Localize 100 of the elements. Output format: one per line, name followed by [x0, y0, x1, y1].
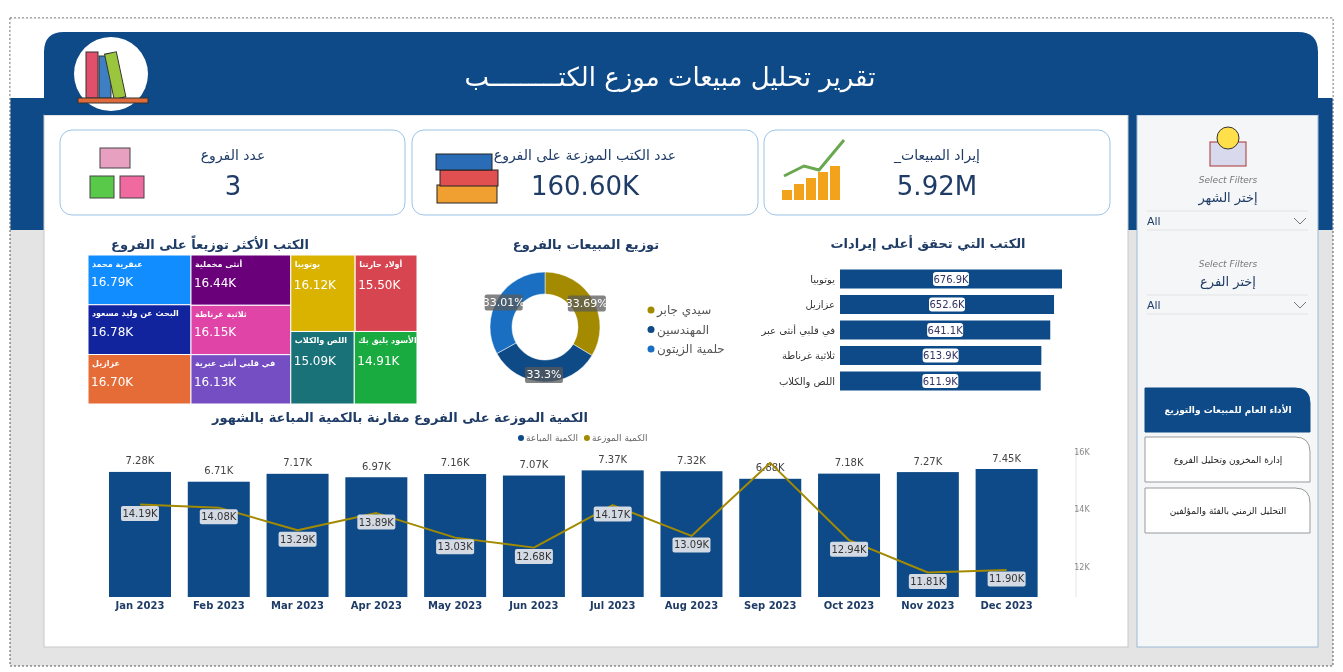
category-label: عزازيل: [92, 359, 120, 368]
text: إدارة المخزون وتحليل الفروع: [1173, 454, 1283, 466]
text: 3: [224, 171, 242, 201]
chart-title: الكتب التي تحقق أعلى إيرادات: [830, 234, 1026, 251]
data-label: 33.3%: [526, 368, 562, 382]
data-label: 7.07K: [519, 459, 549, 471]
text: Select Filters: [1198, 175, 1258, 185]
text: التحليل الزمني بالفئة والمؤلفين: [1169, 505, 1287, 516]
data-label: 7.17K: [283, 457, 313, 469]
y2-tick-label: 12K: [1074, 562, 1091, 572]
bar: [108, 471, 171, 597]
x-tick-label: Jul 2023: [588, 599, 636, 611]
data-label: 14.08K: [201, 511, 237, 523]
text: إختر الفرع: [1200, 273, 1256, 290]
text: الكتب الأكثر توزيعاً على الفروع: [111, 234, 309, 252]
data-label: 14.19K: [122, 508, 159, 520]
y-tick-label: في قلبي أنثى عبر: [760, 323, 836, 337]
data-label: 13.29K: [279, 533, 316, 545]
text: تقرير تحليل مبيعات موزع الكتـــــــــب: [464, 62, 876, 93]
data-label: 12.94K: [831, 543, 868, 555]
data-label: 641.1K: [927, 324, 964, 336]
data-label: 6.71K: [204, 465, 234, 477]
data-label: 11.90K: [989, 573, 1025, 585]
category-label: ثلاثية غرناطة: [194, 309, 247, 319]
bar: [660, 471, 723, 597]
x-tick-label: Oct 2023: [823, 599, 875, 611]
legend-label: الكمية المباعة: [526, 433, 578, 443]
y-tick-label: يوتوبيا: [810, 273, 836, 285]
chart-title: الكمية الموزعة على الفروع مقارنة بالكمية المباعة بالشهور: [211, 409, 588, 425]
bar: [818, 473, 881, 597]
data-label: 613.9K: [923, 350, 959, 361]
x-tick-label: Aug 2023: [664, 599, 719, 611]
data-label: 7.45K: [992, 452, 1022, 464]
bar: [424, 473, 487, 597]
data-label: 7.27K: [913, 455, 943, 467]
text: إيراد المبيعات_: [893, 147, 981, 164]
bar: [581, 470, 644, 597]
data-label: 6.97K: [361, 460, 392, 472]
data-label: 16.15K: [193, 325, 238, 340]
text: عدد الكتب الموزعة على الفروع: [493, 147, 677, 164]
category-label: أولاد حارتنا: [359, 258, 403, 269]
bar: [975, 469, 1038, 597]
bar: [266, 473, 329, 597]
data-label: 12.68K: [516, 551, 552, 563]
x-tick-label: Feb 2023: [192, 599, 245, 611]
legend-label: سيدي جابر: [656, 303, 712, 318]
chart-title: توزيع المبيعات بالفروع: [512, 236, 660, 252]
data-label: 11.81K: [910, 575, 946, 587]
data-label: 33.69%: [565, 296, 608, 310]
x-tick-label: May 2023: [428, 599, 483, 611]
category-label: عبقرية محمد: [92, 259, 143, 269]
data-label: 14.91K: [357, 354, 401, 369]
legend-label: حلمية الزيتون: [657, 342, 725, 357]
bar: [345, 477, 408, 597]
category-label: البحث عن وليد مسعود: [92, 309, 180, 319]
x-tick-label: Dec 2023: [980, 599, 1033, 611]
y2-tick-label: 16K: [1074, 448, 1091, 458]
x-tick-label: Jun 2023: [508, 599, 559, 611]
category-label: اللص والكلاب: [294, 335, 348, 346]
x-tick-label: Jan 2023: [114, 599, 165, 611]
text: Select Filters: [1198, 259, 1258, 269]
data-label: 16.78K: [91, 325, 135, 340]
data-label: 7.37K: [598, 453, 628, 465]
y-tick-label: اللص والكلاب: [778, 375, 835, 388]
data-label: 16.44K: [193, 275, 238, 290]
data-label: 16.12K: [293, 278, 338, 292]
x-tick-label: Mar 2023: [271, 599, 325, 611]
data-label: 13.89K: [358, 516, 395, 528]
data-label: 13.09K: [673, 539, 710, 551]
text: 5.92M: [896, 171, 978, 201]
text: الأداء العام للمبيعات والتوزيع: [1164, 404, 1292, 416]
category-label: في قلبي أنثى عبرية: [194, 358, 276, 369]
legend-label: المهندسين: [657, 322, 710, 338]
data-label: 7.18K: [834, 457, 864, 469]
data-label: 7.32K: [677, 454, 707, 466]
data-label: 652.6K: [929, 299, 966, 310]
text: All: [1147, 298, 1161, 312]
y2-tick-label: 14K: [1074, 505, 1091, 515]
data-label: 14.17K: [595, 508, 631, 520]
data-label: 7.28K: [125, 455, 155, 467]
bar: [840, 269, 1062, 289]
bar: [840, 295, 1055, 314]
y-tick-label: ثلاثية غرناطة: [782, 350, 836, 361]
text: 160.60K: [530, 171, 640, 201]
data-label: 15.50K: [358, 278, 402, 292]
x-tick-label: Nov 2023: [901, 599, 955, 611]
x-tick-label: Sep 2023: [744, 599, 797, 611]
category-label: الأسود يليق بك: [358, 334, 417, 345]
data-label: 16.13K: [193, 374, 238, 389]
bar: [840, 371, 1041, 391]
data-label: 7.16K: [440, 457, 470, 469]
x-tick-label: Apr 2023: [350, 599, 402, 611]
text: All: [1147, 214, 1161, 228]
data-label: 15.09K: [293, 354, 338, 369]
text: إختر الشهر: [1197, 189, 1258, 206]
data-label: 16.70K: [91, 374, 135, 389]
bar: [896, 472, 959, 597]
category-label: يوتوبيا: [294, 259, 321, 269]
category-label: أنثى مخملية: [194, 258, 243, 269]
bar: [840, 346, 1042, 365]
